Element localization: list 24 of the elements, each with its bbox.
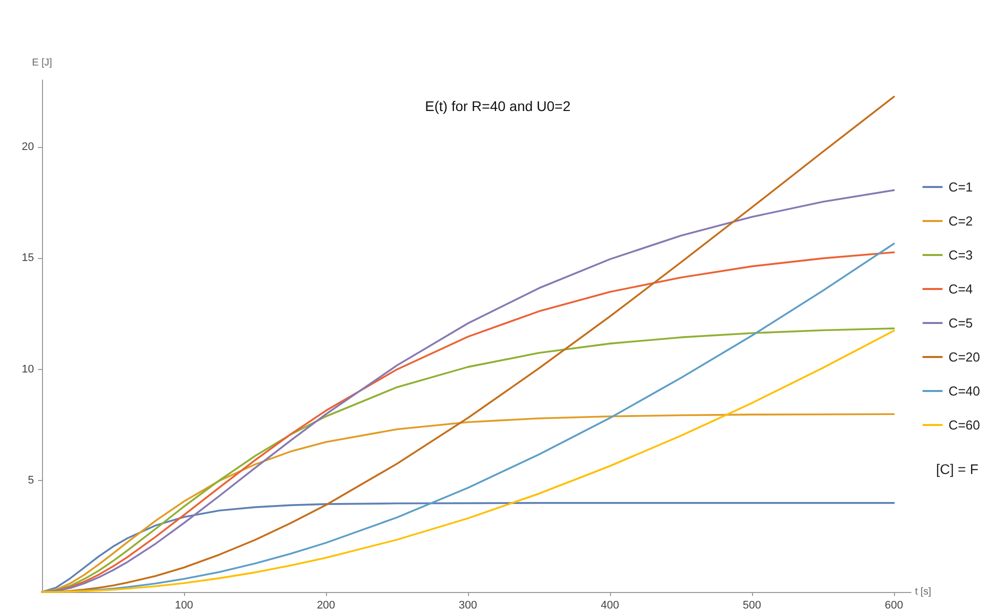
x-axis-title: t [s] <box>915 586 932 598</box>
y-tick-label: 5 <box>28 474 34 487</box>
legend-label: C=40 <box>948 384 980 398</box>
x-tick-label: 100 <box>174 600 194 612</box>
y-tick-label: 20 <box>22 140 34 153</box>
legend-label: C=60 <box>948 418 980 432</box>
x-tick-label: 400 <box>600 600 620 612</box>
y-tick-label: 10 <box>22 363 34 376</box>
x-tick-label: 500 <box>742 600 762 612</box>
text: E(t) for R=40 and U0=2 <box>425 98 571 114</box>
y-axis-title: E [J] <box>32 58 52 68</box>
legend-label: C=20 <box>948 350 980 364</box>
line-series <box>41 413 895 593</box>
legend-label: C=3 <box>948 248 973 262</box>
x-tick-label: 300 <box>458 600 478 612</box>
y-tick-label: 15 <box>22 252 34 264</box>
line-series <box>41 502 895 593</box>
legend-label: C=5 <box>948 316 973 330</box>
x-tick-label: 600 <box>884 600 904 612</box>
legend-label: C=1 <box>948 180 973 194</box>
legend-label: C=4 <box>948 282 973 296</box>
text: [C] = F <box>936 461 978 477</box>
x-tick-label: 200 <box>316 600 336 612</box>
legend-label: C=2 <box>948 214 973 228</box>
